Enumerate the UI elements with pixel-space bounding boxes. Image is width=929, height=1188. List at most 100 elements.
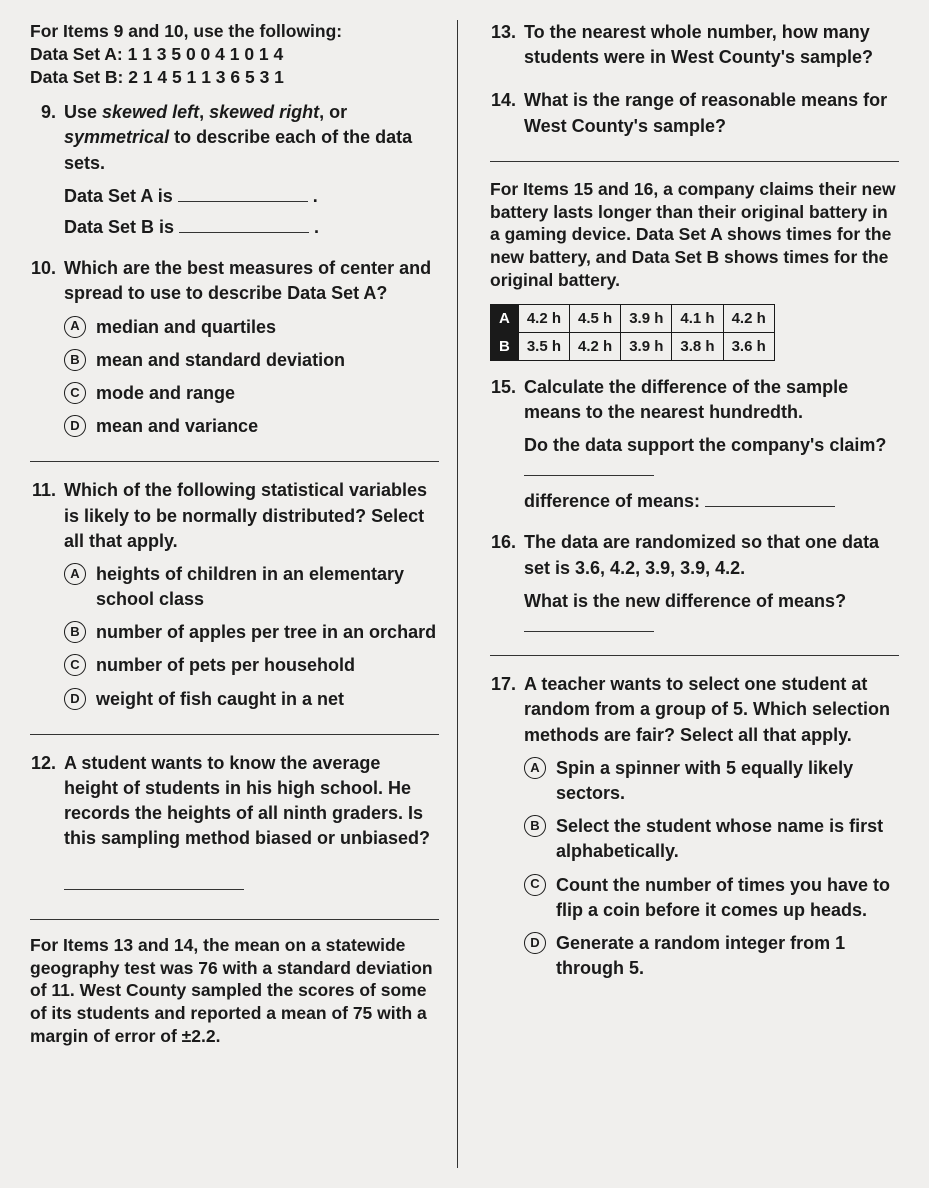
q10-option-b[interactable]: Bmean and standard deviation [64,348,439,373]
table-cell: 3.9 h [621,332,672,360]
q11-option-c[interactable]: Cnumber of pets per household [64,653,439,678]
q9-text: Use skewed left, skewed right, or symmet… [64,100,439,176]
q11-option-b[interactable]: Bnumber of apples per tree in an orchard [64,620,439,645]
option-letter-icon: D [524,932,546,954]
row-header: B [491,332,519,360]
q17-option-b[interactable]: BSelect the student whose name is first … [524,814,899,864]
option-text: median and quartiles [96,315,276,340]
q10-option-c[interactable]: Cmode and range [64,381,439,406]
row-header: A [491,304,519,332]
q15-sub2: difference of means: [524,489,899,514]
option-letter-icon: A [64,316,86,338]
q9-blank-b[interactable] [179,215,309,233]
qnum-17: 17. [490,672,524,989]
q9-t-c: , or [319,102,347,122]
qnum-15: 15. [490,375,524,521]
q9-subB-label: Data Set B is [64,217,179,237]
question-10: 10. Which are the best measures of cente… [30,256,439,447]
option-text: Count the number of times you have to fl… [556,873,899,923]
q10-option-a[interactable]: Amedian and quartiles [64,315,439,340]
q9-subA: Data Set A is . [64,184,439,209]
option-letter-icon: C [524,874,546,896]
q12-text: A student wants to know the average heig… [64,751,439,852]
question-12: 12. A student wants to know the average … [30,751,439,897]
option-letter-icon: A [524,757,546,779]
intro-13-14: For Items 13 and 14, the mean on a state… [30,919,439,1048]
q9-it1: skewed left [102,102,199,122]
q15-sub1-label: Do the data support the company's claim? [524,435,886,455]
q10-option-d[interactable]: Dmean and variance [64,414,439,439]
option-text: mean and variance [96,414,258,439]
option-letter-icon: B [524,815,546,837]
divider-14-15 [490,161,899,162]
table-cell: 3.9 h [621,304,672,332]
q17-option-a[interactable]: A Spin a spinner with 5 equally likely se… [524,756,899,806]
q9-subB: Data Set B is . [64,215,439,240]
option-text: Generate a random integer from 1 through… [556,931,899,981]
q15-sub1: Do the data support the company's claim? [524,433,899,483]
option-text: number of pets per household [96,653,355,678]
worksheet-page: For Items 9 and 10, use the following: D… [30,20,899,1168]
q11-options: Aheights of children in an elementary sc… [64,562,439,712]
q9-subA-label: Data Set A is [64,186,178,206]
question-17: 17. A teacher wants to select one studen… [490,672,899,989]
q13-text: To the nearest whole number, how many st… [524,20,899,70]
table-cell: 4.1 h [672,304,723,332]
table-row: B3.5 h4.2 h3.9 h3.8 h3.6 h [491,332,775,360]
qnum-13: 13. [490,20,524,78]
q15-text: Calculate the difference of the sample m… [524,375,899,425]
option-text: mean and standard deviation [96,348,345,373]
table-cell: 3.5 h [518,332,569,360]
battery-table: A4.2 h4.5 h3.9 h4.1 h4.2 hB3.5 h4.2 h3.9… [490,304,775,361]
q12-blank[interactable] [64,872,244,890]
q9-blank-a[interactable] [178,184,308,202]
question-9: 9. Use skewed left, skewed right, or sym… [30,100,439,246]
q11-option-a[interactable]: Aheights of children in an elementary sc… [64,562,439,612]
option-letter-icon: B [64,621,86,643]
question-11: 11. Which of the following statistical v… [30,478,439,720]
intro-15-16: For Items 15 and 16, a company claims th… [490,178,899,292]
q16-text: The data are randomized so that one data… [524,530,899,580]
left-column: For Items 9 and 10, use the following: D… [30,20,458,1168]
q16-sub: What is the new difference of means? [524,589,899,639]
q11-text: Which of the following statistical varia… [64,478,439,554]
qnum-12: 12. [30,751,64,897]
qnum-10: 10. [30,256,64,447]
table-cell: 4.2 h [518,304,569,332]
q16-sub-label: What is the new difference of means? [524,591,846,611]
option-text: Spin a spinner with 5 equally likely sec… [556,756,899,806]
option-letter-icon: A [64,563,86,585]
table-cell: 3.8 h [672,332,723,360]
divider-11-12 [30,734,439,735]
divider-16-17 [490,655,899,656]
qnum-14: 14. [490,88,524,146]
question-13: 13. To the nearest whole number, how man… [490,20,899,78]
q15-blank-1[interactable] [524,458,654,476]
option-text: mode and range [96,381,235,406]
table-row: A4.2 h4.5 h3.9 h4.1 h4.2 h [491,304,775,332]
q15-blank-2[interactable] [705,489,835,507]
right-column: 13. To the nearest whole number, how man… [478,20,899,1168]
q9-it3: symmetrical [64,127,169,147]
question-16: 16. The data are randomized so that one … [490,530,899,645]
q17-option-d[interactable]: D Generate a random integer from 1 throug… [524,931,899,981]
intro-9-10: For Items 9 and 10, use the following: D… [30,20,439,88]
q17-option-c[interactable]: C Count the number of times you have to f… [524,873,899,923]
q10-options: Amedian and quartiles Bmean and standard … [64,315,439,440]
option-letter-icon: B [64,349,86,371]
q16-blank[interactable] [524,614,654,632]
table-cell: 4.2 h [570,332,621,360]
question-15: 15. Calculate the difference of the samp… [490,375,899,521]
q17-options: A Spin a spinner with 5 equally likely se… [524,756,899,982]
question-14: 14. What is the range of reasonable mean… [490,88,899,146]
option-text: heights of children in an elementary sch… [96,562,439,612]
q9-it2: skewed right [209,102,319,122]
table-cell: 4.5 h [570,304,621,332]
q9-t-a: Use [64,102,102,122]
qnum-11: 11. [30,478,64,720]
q9-t-b: , [199,102,209,122]
divider-10-11 [30,461,439,462]
option-letter-icon: C [64,654,86,676]
q11-option-d[interactable]: Dweight of fish caught in a net [64,687,439,712]
option-letter-icon: D [64,415,86,437]
